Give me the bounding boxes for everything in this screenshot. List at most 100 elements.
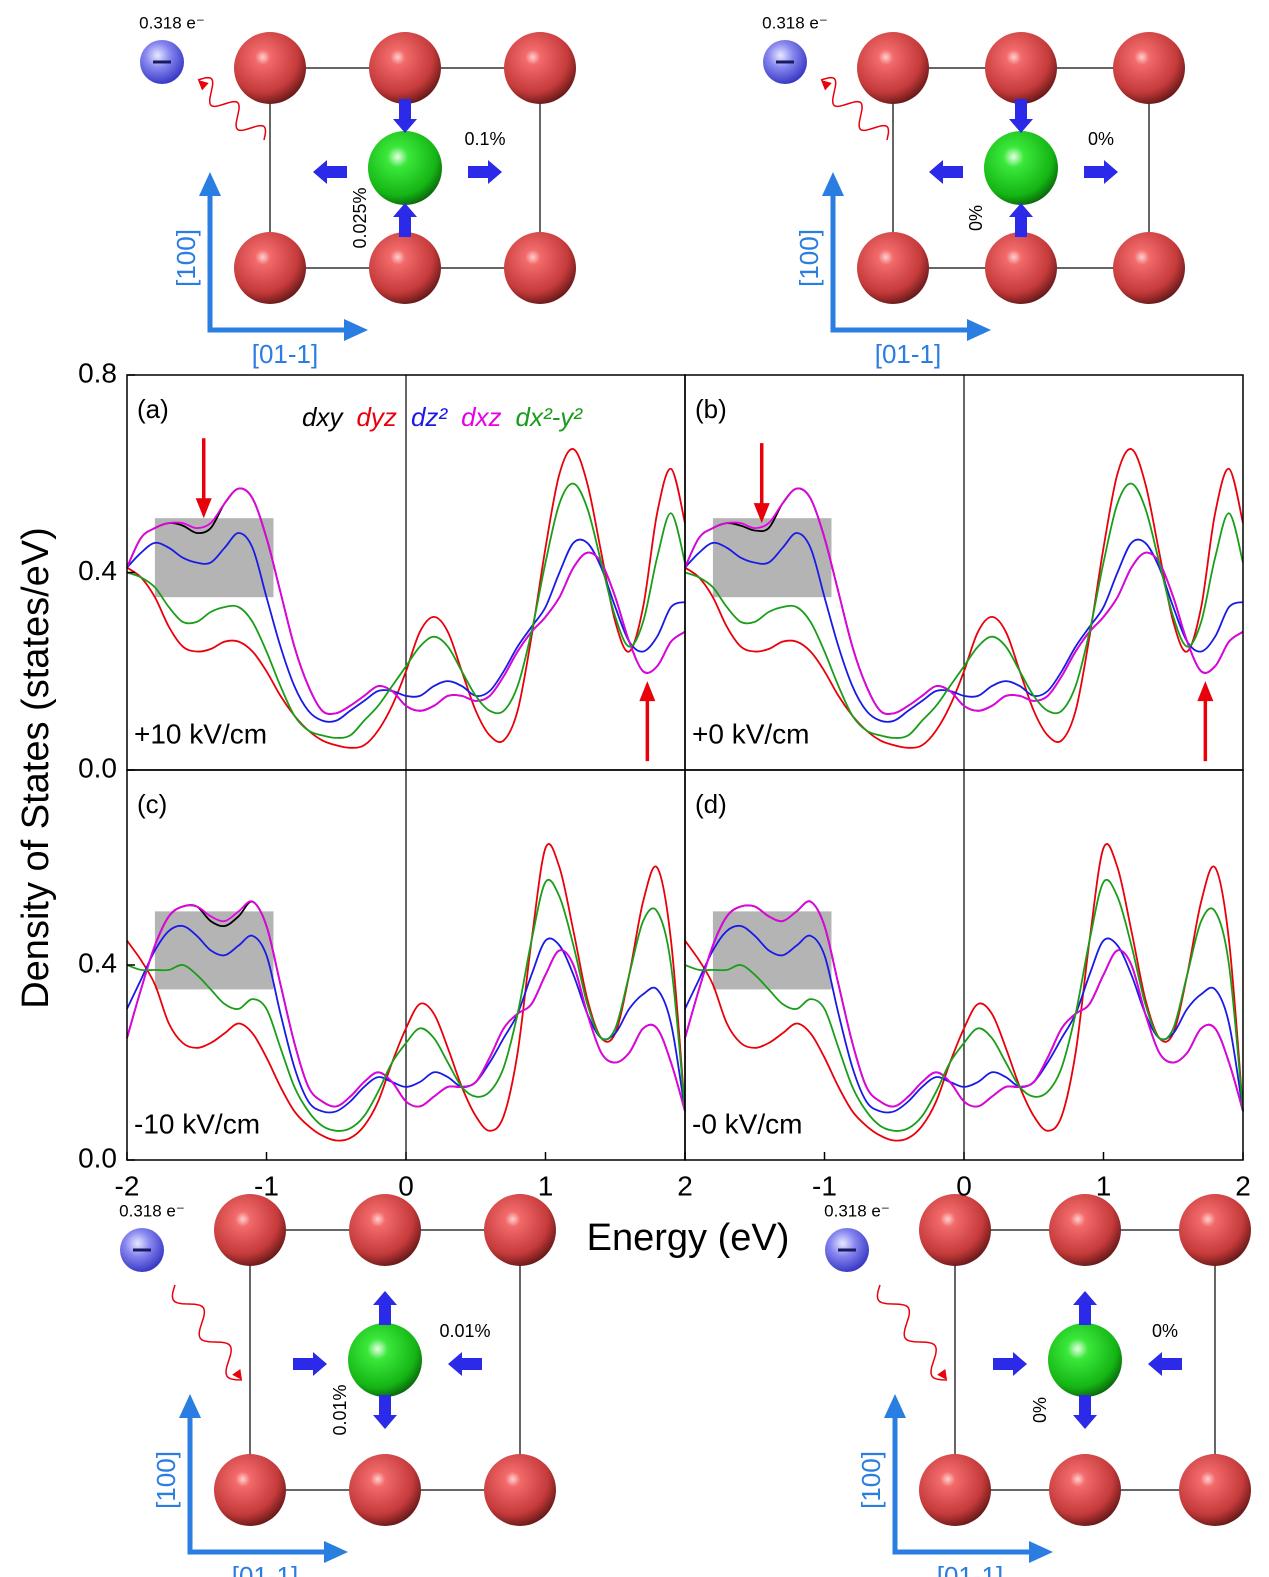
legend-entry: dz²: [411, 402, 448, 432]
series-line: [126, 448, 686, 749]
y-tick-label: 0.4: [78, 555, 117, 586]
strain-label: 0%: [1088, 129, 1114, 149]
axis-direction-label: [01-1]: [937, 1561, 1004, 1577]
series-line: [684, 448, 1244, 749]
charge-label: 0.318 e⁻: [119, 1201, 185, 1220]
series-line: [126, 482, 686, 739]
atom-red: [1179, 1454, 1251, 1526]
legend-entry: dxz: [461, 402, 501, 432]
strain-label: 0%: [1030, 1397, 1050, 1423]
series-line: [126, 878, 686, 1132]
series-line: [126, 487, 686, 715]
strain-arrow: [1009, 99, 1033, 133]
strain-arrow: [293, 1352, 327, 1376]
annotation-arrowhead: [1197, 681, 1214, 702]
legend-entry: dyz: [356, 402, 396, 432]
panel-annotation: +10 kV/cm: [134, 718, 267, 749]
atom-red: [484, 1194, 556, 1266]
atom-red: [369, 232, 441, 304]
atom-red: [504, 32, 576, 104]
panel-label: (d): [695, 789, 727, 819]
panel-annotation: -10 kV/cm: [134, 1108, 260, 1139]
y-axis-label: Density of States (states/eV): [15, 527, 57, 1009]
strain-label: 0.01%: [439, 1321, 490, 1341]
axis-direction-label: [01-1]: [232, 1561, 299, 1577]
atom-green: [348, 1323, 422, 1397]
strain-arrow: [1084, 160, 1118, 184]
axis-direction-label: [100]: [171, 229, 201, 287]
strain-arrow: [468, 160, 502, 184]
axis-direction-label: [100]: [151, 1451, 181, 1509]
series-line: [684, 482, 1244, 739]
atom-red: [234, 232, 306, 304]
series-line: [684, 487, 1244, 715]
x-tick-label: -1: [812, 1170, 837, 1201]
charge-label: 0.318 e⁻: [139, 13, 205, 32]
strain-arrow: [393, 99, 417, 133]
axis-direction-label: [01-1]: [875, 339, 942, 369]
y-tick-label: 0.8: [78, 357, 117, 388]
atom-red: [349, 1194, 421, 1266]
y-tick-label: 0.4: [78, 947, 117, 978]
electron-sign: [838, 1248, 856, 1252]
x-tick-label: 1: [1096, 1170, 1112, 1201]
atom-red: [349, 1454, 421, 1526]
strain-arrow: [993, 1352, 1027, 1376]
atom-red: [1179, 1194, 1251, 1266]
x-tick-label: -1: [254, 1170, 279, 1201]
atom-red: [857, 232, 929, 304]
atom-red: [919, 1454, 991, 1526]
panel: 0.0 0.4 0.8 (a) +10 kV/cm dxy dyz dz² dxz dx²-y²: [78, 357, 686, 783]
atom-red: [214, 1194, 286, 1266]
atom-red: [1113, 232, 1185, 304]
series-line: [126, 924, 686, 1114]
series-line: [684, 924, 1244, 1114]
panel-label: (b): [695, 394, 727, 424]
atom-red: [484, 1454, 556, 1526]
highlight-region: [712, 911, 832, 990]
panel-label: (c): [137, 789, 167, 819]
y-tick-label: 0.0: [78, 752, 117, 783]
axis-direction-label: [100]: [856, 1451, 886, 1509]
charge-label: 0.318 e⁻: [762, 13, 828, 32]
strain-arrow: [1073, 1291, 1097, 1325]
axis-arrowhead: [822, 172, 844, 196]
charge-label: 0.318 e⁻: [824, 1201, 890, 1220]
atom-red: [369, 32, 441, 104]
panel-label: (a): [137, 394, 169, 424]
x-tick-label: 2: [1235, 1170, 1251, 1201]
atom-green: [368, 131, 442, 205]
atom-red: [214, 1454, 286, 1526]
photon-arrowhead: [232, 1368, 242, 1380]
atom-red: [504, 232, 576, 304]
strain-arrow: [1148, 1352, 1182, 1376]
strain-arrow: [393, 203, 417, 237]
atom-green: [984, 131, 1058, 205]
atom-red: [857, 32, 929, 104]
axis-arrowhead: [344, 319, 368, 341]
electron-sign: [133, 1248, 151, 1252]
series-line: [684, 878, 1244, 1132]
x-tick-label: 0: [398, 1170, 414, 1201]
series-line: [126, 900, 686, 1112]
photon-arrowhead: [937, 1368, 947, 1380]
strain-arrow: [313, 160, 347, 184]
series-line: [684, 900, 1244, 1112]
atom-red: [1049, 1194, 1121, 1266]
x-tick-label: 1: [538, 1170, 554, 1201]
photon-wave: [171, 1284, 243, 1381]
axis-arrowhead: [884, 1394, 906, 1418]
panel-annotation: +0 kV/cm: [692, 718, 809, 749]
photon-arrowhead: [198, 80, 209, 91]
x-tick-label: 0: [956, 1170, 972, 1201]
panel: 0.0 0.4 -2 -1 0 1 2 (c) -10 kV/cm: [78, 769, 693, 1201]
y-tick-label: 0.0: [78, 1142, 117, 1173]
panel-annotation: -0 kV/cm: [692, 1108, 802, 1139]
photon-wave: [876, 1284, 948, 1381]
x-tick-label: -2: [115, 1170, 140, 1201]
strain-arrow: [373, 1395, 397, 1429]
highlight-region: [154, 911, 274, 990]
annotation-arrowhead: [195, 498, 212, 519]
